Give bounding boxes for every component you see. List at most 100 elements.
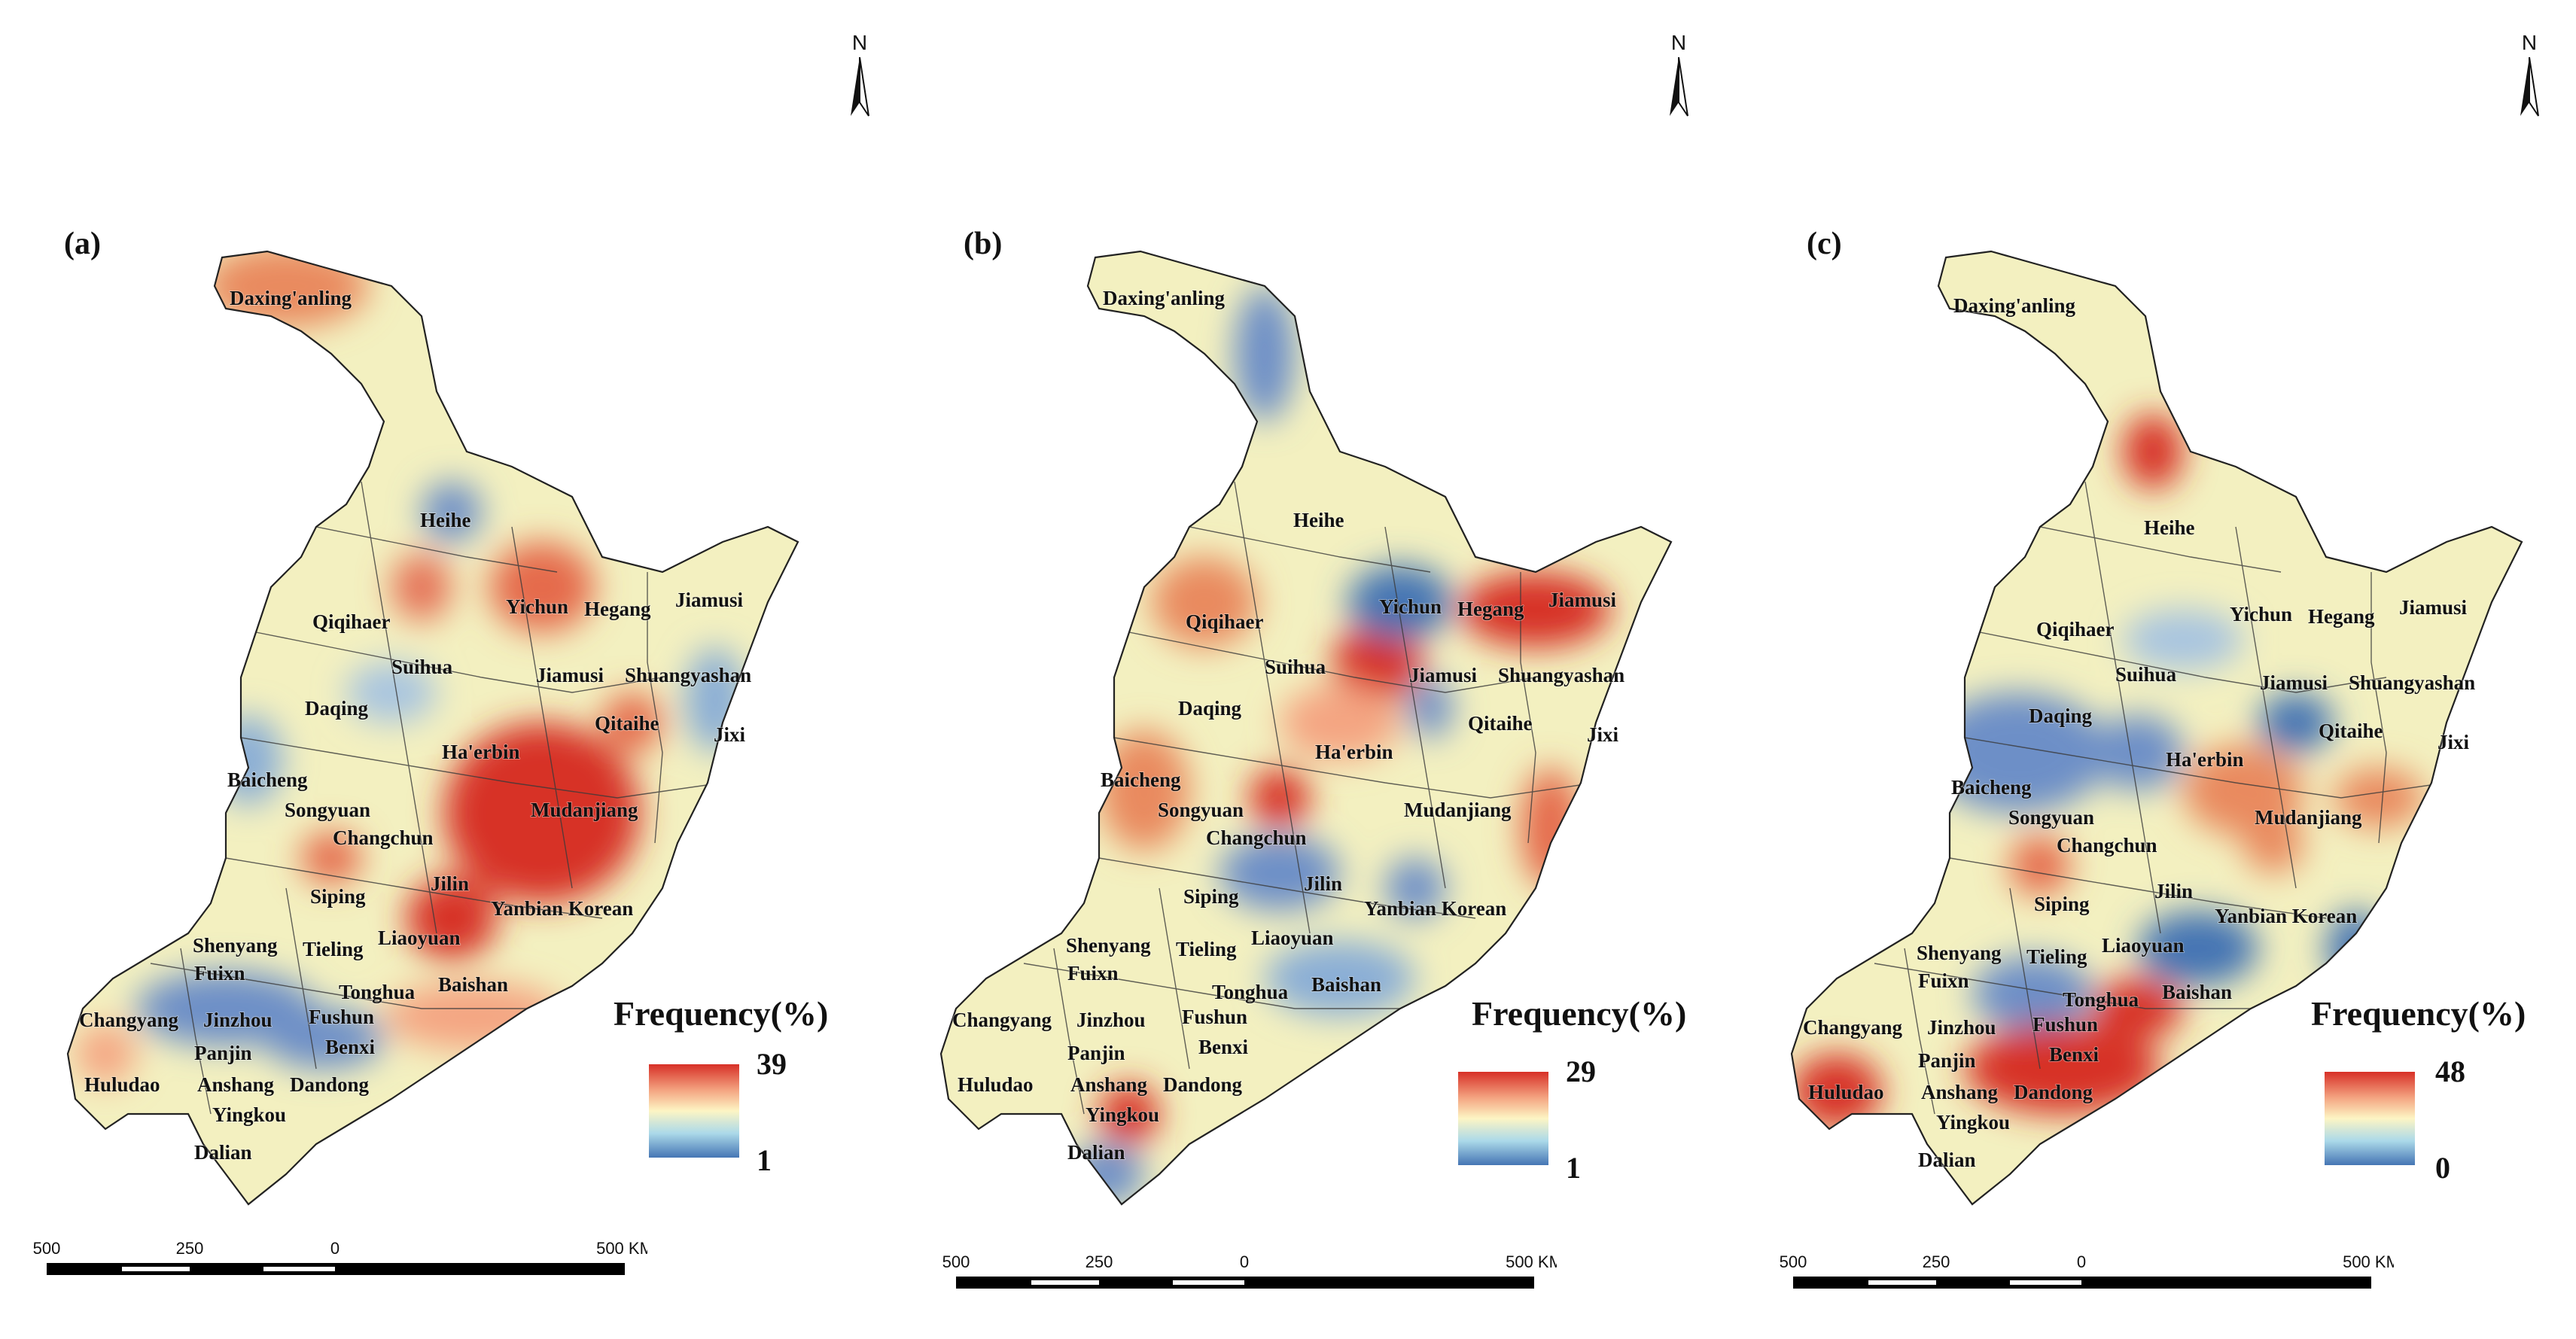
city-label: Heihe xyxy=(1293,509,1344,531)
city-label: Changyang xyxy=(79,1009,179,1031)
city-label: Shenyang xyxy=(1917,942,2002,964)
city-label: Huludao xyxy=(84,1073,160,1096)
city-label: Songyuan xyxy=(285,799,370,821)
scale-label: 500 xyxy=(1780,1252,1807,1271)
legend-min: 1 xyxy=(1566,1151,1581,1185)
city-label: Siping xyxy=(2034,893,2090,915)
city-label: Suihua xyxy=(2115,663,2177,686)
city-label: Huludao xyxy=(1808,1081,1884,1103)
city-label: Dalian xyxy=(194,1141,252,1164)
city-label: Yichun xyxy=(1379,595,1442,618)
city-label: Hegang xyxy=(2308,605,2375,628)
city-label: Ha'erbin xyxy=(442,741,520,763)
city-label: Anshang xyxy=(197,1073,275,1096)
city-label: Songyuan xyxy=(2008,806,2094,829)
city-label: Changchun xyxy=(2057,834,2157,857)
city-label: Jilin xyxy=(1304,872,1342,895)
scale-bar: 500 250 0 500 KM xyxy=(1780,1252,2394,1289)
city-label: Panjin xyxy=(1918,1049,1976,1072)
panel-label: (c) xyxy=(1807,227,1842,261)
city-label: Yanbian Korean xyxy=(2215,905,2357,927)
city-label: Siping xyxy=(310,885,366,908)
legend-title: Frequency(%) xyxy=(1472,994,1687,1033)
city-label: Dandong xyxy=(290,1073,370,1096)
city-label: Shenyang xyxy=(193,934,278,957)
map-panel-b: N (b) xyxy=(858,0,1716,1339)
north-label: N xyxy=(1671,31,1686,54)
city-label: Daqing xyxy=(1178,697,1242,720)
city-label: Daxing'anling xyxy=(1953,294,2076,317)
city-label: Dalian xyxy=(1918,1149,1976,1171)
legend-max: 48 xyxy=(2435,1054,2465,1088)
city-label: Daqing xyxy=(2029,704,2093,727)
city-label: Heihe xyxy=(2144,516,2195,539)
city-labels: Daxing'anling Heihe Qiqihaer Yichun Hega… xyxy=(952,286,1625,1164)
city-label: Jilin xyxy=(2154,880,2193,902)
city-label: Suihua xyxy=(391,656,453,678)
city-label: Qiqihaer xyxy=(312,610,391,633)
city-label: Shuangyashan xyxy=(2349,671,2475,694)
city-label: Yichun xyxy=(2230,603,2292,625)
city-label: Mudanjiang xyxy=(531,799,638,821)
city-label: Benxi xyxy=(325,1036,376,1058)
city-label: Jiamusi xyxy=(2260,671,2328,694)
scale-label: 500 KM xyxy=(2343,1252,2394,1271)
city-label: Changchun xyxy=(1206,826,1307,849)
city-label: Liaoyuan xyxy=(378,927,461,949)
scale-label: 500 KM xyxy=(596,1239,647,1258)
scale-label: 500 KM xyxy=(1506,1252,1557,1271)
city-label: Fuixn xyxy=(1918,969,1969,992)
city-label: Qitaihe xyxy=(1468,712,1533,735)
city-label: Jilin xyxy=(431,872,469,895)
city-label: Baicheng xyxy=(1101,768,1181,791)
city-label: Baicheng xyxy=(1951,776,2032,799)
city-label: Dandong xyxy=(1163,1073,1243,1096)
north-arrow-icon: N xyxy=(2520,31,2539,117)
city-labels: Daxing'anling Heihe Qiqihaer Yichun Hega… xyxy=(78,286,752,1164)
legend-color-ramp xyxy=(2325,1072,2415,1165)
city-label: Tonghua xyxy=(339,981,416,1003)
city-label: Dalian xyxy=(1067,1141,1125,1164)
legend-min: 0 xyxy=(2435,1151,2450,1185)
city-label: Jiamusi xyxy=(2399,596,2468,619)
scale-bar: 500 250 0 500 KM xyxy=(942,1252,1557,1289)
city-label: Yingkou xyxy=(1936,1111,2010,1134)
choropleth-map: Daxing'anling Heihe Qiqihaer Yichun Hega… xyxy=(66,250,799,1206)
city-label: Tieling xyxy=(2026,945,2087,968)
legend-max: 29 xyxy=(1566,1054,1596,1088)
city-label: Hegang xyxy=(584,598,651,620)
scale-label: 250 xyxy=(1086,1252,1113,1271)
city-label: Qiqihaer xyxy=(2036,618,2115,641)
city-label: Tieling xyxy=(303,938,364,960)
city-label: Hegang xyxy=(1457,598,1524,620)
city-label: Ha'erbin xyxy=(1315,741,1393,763)
legend-title: Frequency(%) xyxy=(614,994,829,1033)
city-label: Jinzhou xyxy=(203,1009,273,1031)
panel-label: (b) xyxy=(964,227,1003,261)
city-label: Anshang xyxy=(1070,1073,1148,1096)
city-label: Fushun xyxy=(2032,1013,2098,1036)
scale-label: 250 xyxy=(1923,1252,1950,1271)
city-label: Yanbian Korean xyxy=(1364,897,1506,920)
city-label: Shenyang xyxy=(1066,934,1151,957)
city-label: Jiamusi xyxy=(536,664,604,686)
city-label: Qitaihe xyxy=(595,712,659,735)
city-label: Dandong xyxy=(2014,1081,2093,1103)
legend-max: 39 xyxy=(757,1047,787,1081)
city-label: Daxing'anling xyxy=(230,287,352,309)
scale-label: 250 xyxy=(176,1239,204,1258)
city-label: Jixi xyxy=(1587,723,1619,746)
city-label: Panjin xyxy=(1067,1042,1125,1064)
north-label: N xyxy=(852,31,867,54)
city-label: Anshang xyxy=(1921,1081,1999,1103)
city-label: Jixi xyxy=(2437,731,2470,753)
city-label: Jiamusi xyxy=(1548,589,1617,611)
scale-label: 500 xyxy=(33,1239,61,1258)
city-label: Fuixn xyxy=(194,962,245,984)
city-label: Songyuan xyxy=(1158,799,1244,821)
scale-bar: 500 250 0 500 KM xyxy=(33,1239,647,1275)
city-label: Ha'erbin xyxy=(2166,748,2244,771)
city-label: Yingkou xyxy=(1086,1103,1159,1126)
city-label: Yichun xyxy=(506,595,568,618)
city-label: Baicheng xyxy=(227,768,308,791)
